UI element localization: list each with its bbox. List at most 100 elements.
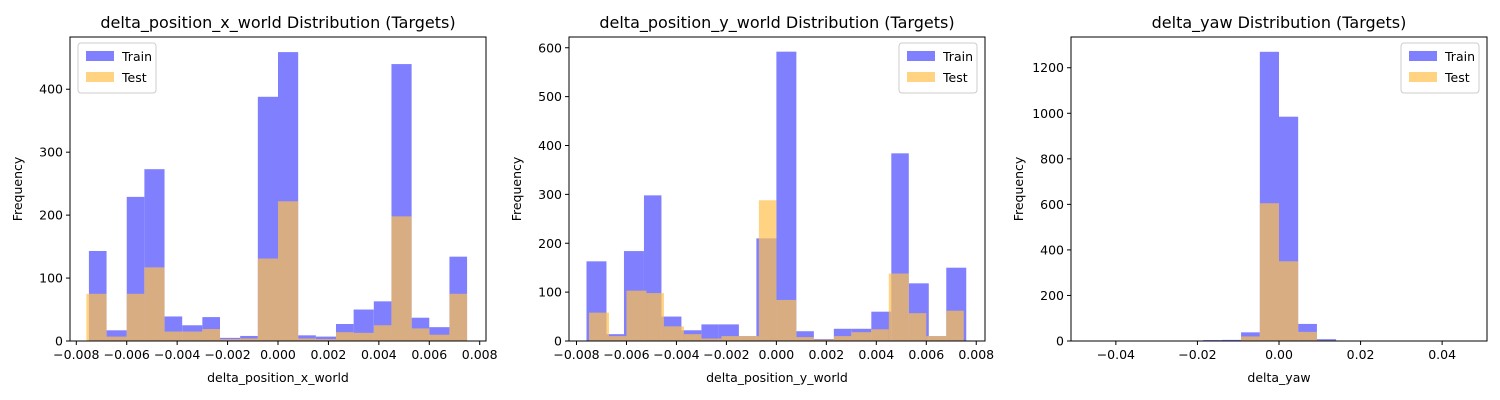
legend: Train Test [898, 42, 978, 94]
y-tick-label: 400 [39, 82, 63, 97]
y-tick-label: 1000 [1032, 106, 1064, 121]
histogram-bar [663, 326, 684, 341]
chart-panel-3: delta_yaw Distribution (Targets) −0.04 −0.… [1011, 13, 1488, 385]
y-tick-label: 100 [39, 271, 63, 286]
histogram-bar [851, 332, 872, 341]
x-tick-label: −0.04 [1097, 347, 1135, 362]
x-tick-label: 0.002 [311, 347, 347, 362]
y-tick-label: 1200 [1032, 60, 1064, 75]
y-axis-label: Frequency [509, 156, 524, 221]
y-tick-label: 100 [538, 285, 562, 300]
histogram-bar [335, 332, 354, 341]
legend-label-train: Train [942, 49, 973, 64]
histogram-bar [391, 216, 412, 341]
x-tick-label: 0.008 [958, 347, 994, 362]
x-tick-label: −0.004 [154, 347, 200, 362]
histogram-bar [449, 293, 468, 341]
chart-panel-2: delta_position_y_world Distribution (Tar… [509, 13, 994, 385]
histogram-bar [86, 293, 107, 341]
histogram-bar [1279, 261, 1299, 341]
histogram-bar [202, 329, 221, 341]
histogram-bar [833, 336, 852, 341]
x-tick-label: 0.008 [462, 347, 498, 362]
y-tick-label: 500 [538, 89, 562, 104]
histogram-bar [946, 310, 964, 341]
legend-swatch-test [1409, 72, 1437, 82]
histogram-bar [871, 329, 889, 341]
series-test-bars [588, 200, 964, 341]
histogram-bar [106, 336, 127, 341]
histogram-bar [257, 258, 278, 341]
x-tick-label: 0.04 [1428, 347, 1456, 362]
x-tick-label: −0.008 [53, 347, 99, 362]
y-axis-label: Frequency [10, 156, 25, 221]
histogram-bar [776, 299, 797, 341]
y-tick-label: 0 [1056, 334, 1064, 349]
axes-frame [568, 36, 986, 342]
histogram-bar [126, 293, 145, 341]
y-tick-label: 600 [1040, 197, 1064, 212]
histogram-bar [182, 331, 203, 341]
histogram-bar [738, 336, 759, 341]
histogram-bar [626, 290, 647, 341]
chart-title: delta_position_x_world Distribution (Tar… [100, 13, 455, 33]
histogram-bar [701, 338, 722, 341]
y-tick-label: 200 [1040, 288, 1064, 303]
histogram-bar [588, 312, 609, 341]
histogram-bar [701, 324, 719, 341]
legend-swatch-test [86, 72, 114, 82]
histogram-bar [220, 339, 241, 341]
y-axis-label: Frequency [1011, 156, 1026, 221]
histogram-bar [796, 337, 814, 341]
legend-swatch-train [907, 51, 935, 61]
legend-swatch-test [907, 72, 935, 82]
histogram-bar [758, 200, 777, 341]
x-tick-label: 0.00 [1265, 347, 1293, 362]
x-tick-label: −0.006 [603, 347, 649, 362]
x-tick-label: 0.004 [361, 347, 397, 362]
legend-label-train: Train [121, 49, 152, 64]
series-test-bars [1107, 203, 1450, 341]
y-tick-label: 300 [39, 145, 63, 160]
histogram-bar [1298, 331, 1317, 341]
chart-panel-1: delta_position_x_world Distribution (Tar… [10, 13, 498, 385]
histogram-bar [164, 331, 183, 341]
histogram-bar [683, 334, 702, 341]
y-tick-label: 800 [1040, 151, 1064, 166]
histogram-bar [106, 330, 127, 341]
histogram-bar [315, 336, 336, 341]
histogram-bar [646, 293, 664, 341]
x-tick-label: −0.006 [104, 347, 150, 362]
y-tick-label: 400 [1040, 242, 1064, 257]
chart-title: delta_yaw Distribution (Targets) [1152, 13, 1407, 33]
histogram-bar [776, 51, 797, 341]
legend: Train Test [77, 42, 157, 94]
histogram-bar [315, 339, 336, 341]
x-tick-label: −0.02 [1178, 347, 1216, 362]
y-tick-label: 300 [538, 187, 562, 202]
histogram-bar [908, 313, 927, 341]
histogram-bar [796, 331, 814, 341]
histogram-bar [373, 325, 392, 341]
histogram-bar [144, 267, 165, 341]
histogram-bar [298, 335, 316, 341]
histogram-bar [813, 339, 834, 341]
legend-swatch-train [1409, 51, 1437, 61]
x-tick-label: 0.000 [758, 347, 794, 362]
x-tick-label: −0.008 [553, 347, 599, 362]
x-tick-label: 0.002 [808, 347, 844, 362]
legend-swatch-train [86, 51, 114, 61]
histogram-bar [1259, 203, 1279, 341]
y-tick-label: 600 [538, 40, 562, 55]
histogram-bar [1316, 339, 1337, 341]
histogram-bar [888, 273, 909, 341]
histogram-bar [429, 334, 450, 341]
x-tick-label: 0.006 [411, 347, 447, 362]
legend-label-train: Train [1444, 49, 1475, 64]
histogram-bar [1241, 336, 1260, 341]
x-tick-label: 0.006 [908, 347, 944, 362]
histogram-bar [353, 332, 374, 341]
x-axis-label: delta_yaw [1247, 370, 1310, 385]
histogram-bar [1221, 339, 1242, 341]
